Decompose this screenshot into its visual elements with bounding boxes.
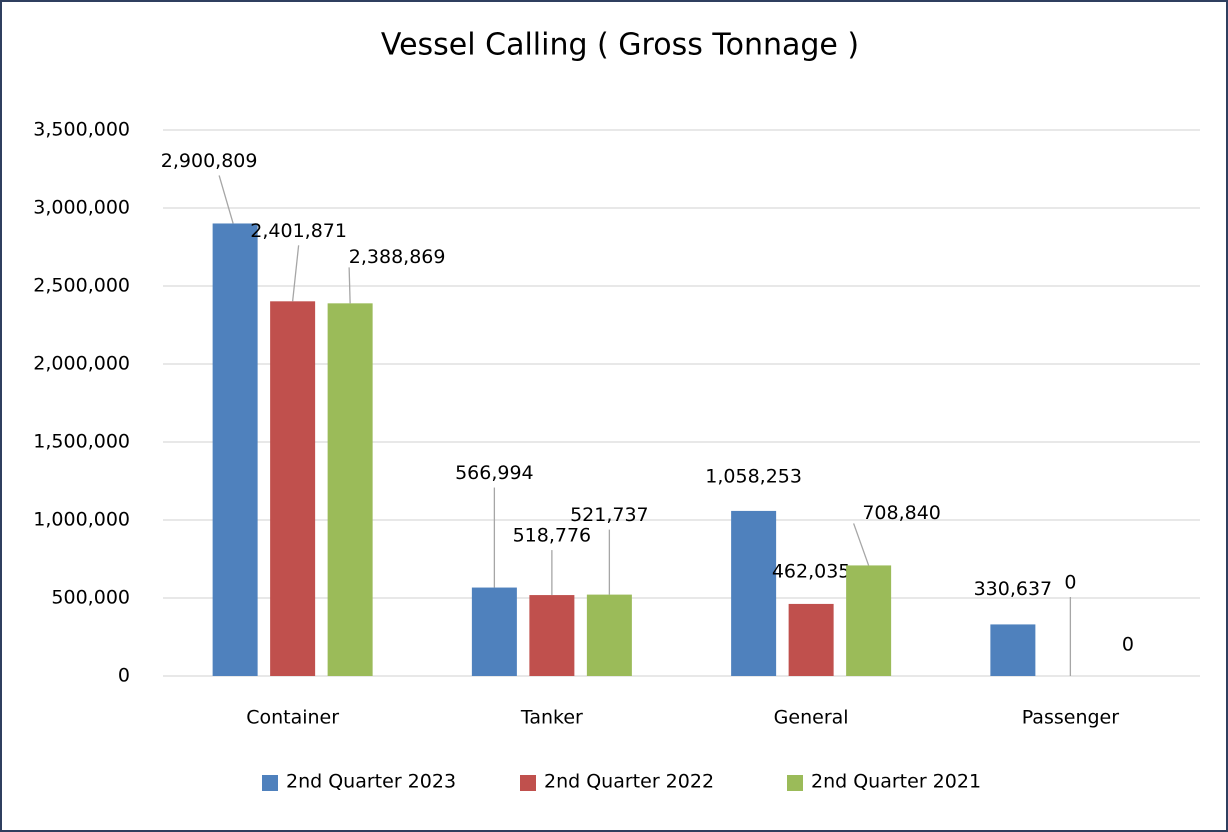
y-tick-label: 3,500,000	[33, 119, 130, 141]
data-label: 566,994	[455, 462, 534, 484]
leader-line	[348, 267, 351, 304]
data-label: 708,840	[862, 502, 941, 524]
data-label: 521,737	[570, 504, 649, 526]
leader-line	[291, 245, 300, 302]
data-label: 2,388,869	[349, 246, 446, 268]
x-tick-label: Tanker	[520, 707, 583, 729]
y-tick-label: 3,000,000	[33, 197, 130, 219]
y-tick-label: 1,500,000	[33, 431, 130, 453]
bar	[327, 303, 373, 676]
x-tick-label: General	[774, 707, 849, 729]
y-tick-label: 2,500,000	[33, 275, 130, 297]
chart-title: Vessel Calling ( Gross Tonnage )	[381, 28, 859, 63]
data-label: 330,637	[974, 578, 1053, 600]
data-label: 0	[1122, 634, 1134, 656]
legend-swatch	[262, 775, 278, 791]
y-tick-label: 1,000,000	[33, 509, 130, 531]
legend-label: 2nd Quarter 2021	[811, 771, 981, 793]
legend-label: 2nd Quarter 2022	[544, 771, 714, 793]
bar	[731, 510, 777, 676]
data-label: 2,900,809	[161, 150, 258, 172]
y-tick-label: 500,000	[51, 587, 130, 609]
leader-line	[853, 523, 870, 566]
y-tick-label: 0	[118, 665, 130, 687]
data-label: 0	[1064, 572, 1076, 594]
x-tick-label: Passenger	[1022, 707, 1120, 729]
data-label: 518,776	[513, 525, 592, 547]
data-label: 1,058,253	[705, 465, 802, 487]
data-label: 462,035	[772, 560, 851, 582]
bar	[990, 624, 1036, 676]
bar	[212, 223, 258, 676]
legend-label: 2nd Quarter 2023	[286, 771, 456, 793]
bar	[846, 565, 892, 676]
x-tick-label: Container	[246, 707, 339, 729]
bar	[270, 301, 316, 676]
legend-swatch	[520, 775, 536, 791]
bar	[529, 595, 575, 676]
y-tick-label: 2,000,000	[33, 353, 130, 375]
legend-swatch	[787, 775, 803, 791]
data-label: 2,401,871	[250, 220, 347, 242]
bar	[471, 587, 517, 676]
leader-line	[218, 175, 234, 224]
bar	[586, 594, 632, 676]
bar	[788, 603, 834, 676]
